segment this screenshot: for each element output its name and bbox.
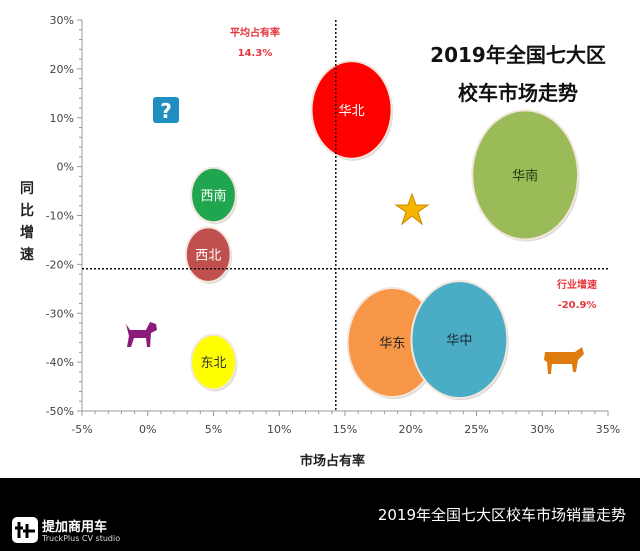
question-icon-glyph: ? bbox=[160, 99, 172, 123]
y-tick-label: -40% bbox=[46, 356, 74, 369]
bubble-label: 华东 bbox=[379, 337, 405, 352]
bubble-华中: 华中 bbox=[410, 280, 509, 401]
bubble-chart: -5% 0% 5% 10% 15% 20% 25% 30% 35% 30% 20% 10% 0% -10%… bbox=[46, 14, 621, 436]
bubble-西南: 西南 bbox=[190, 166, 238, 225]
brand-logo-icon bbox=[12, 517, 38, 543]
bubble-label: 华中 bbox=[446, 334, 472, 349]
bubble-华北: 华北 bbox=[310, 60, 394, 161]
chart-title-line-1: 2019年全国七大区 bbox=[430, 43, 606, 67]
x-tick-label: 15% bbox=[333, 423, 357, 436]
industry-growth-value: -20.9% bbox=[557, 300, 597, 311]
star-icon bbox=[394, 192, 430, 226]
chart-title: 2019年全国七大区 校车市场走势 bbox=[418, 36, 618, 112]
cow-icon bbox=[544, 347, 584, 374]
bubble-西北: 西北 bbox=[184, 226, 233, 284]
y-tick-label: 0% bbox=[57, 161, 74, 174]
bubble-label: 东北 bbox=[200, 356, 226, 371]
y-tick-label: -10% bbox=[46, 210, 74, 223]
y-axis-label: 同比增速 bbox=[20, 181, 34, 263]
dog-icon bbox=[126, 322, 157, 347]
x-axis-label: 市场占有率 bbox=[300, 454, 366, 469]
bubble-label: 华北 bbox=[339, 104, 365, 119]
question-icon-box bbox=[153, 97, 179, 123]
x-tick-label: 35% bbox=[596, 423, 620, 436]
y-tick-label: -20% bbox=[46, 258, 74, 271]
y-tick-label: -30% bbox=[46, 307, 74, 320]
bubble-东北: 东北 bbox=[190, 333, 238, 392]
bubble-circle bbox=[310, 60, 393, 160]
industry-growth-label: 行业增速 bbox=[557, 280, 597, 291]
average-share-label: 平均占有率 bbox=[230, 28, 280, 39]
average-share-value: 14.3% bbox=[237, 48, 273, 59]
y-tick-label: 20% bbox=[50, 63, 74, 76]
x-tick-label: -5% bbox=[71, 423, 92, 436]
bubble-label: 西北 bbox=[195, 249, 221, 264]
average-share-annotation: 平均占有率 14.3% bbox=[220, 24, 290, 64]
bubble-circle bbox=[471, 109, 580, 241]
y-tick-label: 10% bbox=[50, 112, 74, 125]
bubble-label: 西南 bbox=[200, 188, 226, 204]
y-tick-label: 30% bbox=[50, 14, 74, 27]
brand-name: 提加商用车 bbox=[42, 520, 108, 535]
x-tick-label: 0% bbox=[139, 423, 156, 436]
footer-bar: 提加商用车 TruckPlus CV studio 2019年全国七大区校车市场… bbox=[0, 478, 640, 551]
bubble-label: 华南 bbox=[512, 168, 538, 184]
bubble-华南: 华南 bbox=[471, 109, 580, 242]
brand-subtitle: TruckPlus CV studio bbox=[42, 534, 121, 543]
chart-title-line-2: 校车市场走势 bbox=[458, 81, 578, 105]
y-tick-label: -50% bbox=[46, 405, 74, 418]
x-tick-label: 5% bbox=[205, 423, 222, 436]
x-tick-label: 20% bbox=[399, 423, 423, 436]
footer-title: 2019年全国七大区校车市场销量走势 bbox=[377, 506, 626, 524]
bubble-circle bbox=[190, 166, 237, 224]
x-tick-label: 25% bbox=[464, 423, 488, 436]
question-icon: ? bbox=[153, 97, 179, 123]
x-tick-label: 10% bbox=[267, 423, 291, 436]
bubble-circle bbox=[410, 280, 509, 400]
industry-growth-annotation: 行业增速 -20.9% bbox=[545, 276, 609, 316]
bubble-circle bbox=[190, 333, 237, 391]
x-tick-label: 30% bbox=[530, 423, 554, 436]
